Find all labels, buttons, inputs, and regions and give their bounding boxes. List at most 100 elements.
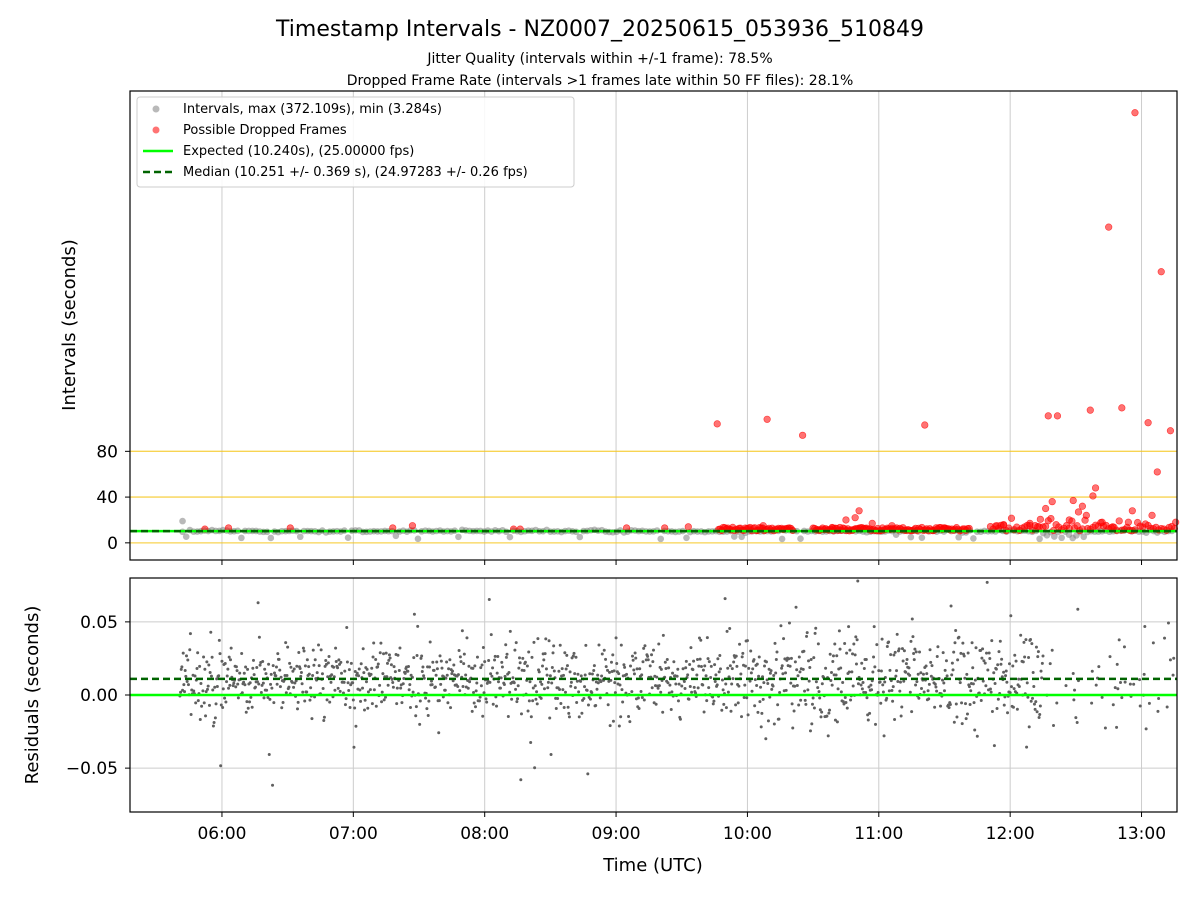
residual-point — [435, 667, 439, 671]
residual-point — [1030, 696, 1034, 700]
residual-point — [664, 667, 668, 671]
residual-point — [195, 666, 199, 670]
residual-point — [1090, 701, 1094, 705]
residual-point — [774, 671, 778, 675]
dropped-frame-point — [1069, 496, 1077, 505]
residual-point — [808, 665, 812, 669]
residual-point — [551, 651, 555, 655]
x-tick-label: 11:00 — [854, 824, 903, 844]
x-axis-label: Time (UTC) — [602, 855, 703, 876]
residual-point — [196, 699, 200, 703]
residual-point — [338, 689, 342, 693]
residual-point — [620, 688, 624, 692]
residual-point — [789, 656, 793, 660]
residual-point — [579, 679, 583, 683]
residual-point — [1029, 638, 1033, 642]
interval-point — [797, 535, 804, 543]
residual-point — [688, 662, 692, 666]
residual-point — [730, 682, 734, 686]
residual-point — [515, 700, 519, 704]
residual-point — [867, 685, 871, 689]
residual-point — [532, 640, 536, 644]
residual-point — [969, 689, 973, 693]
residual-point — [1157, 696, 1161, 700]
residual-point — [935, 689, 939, 693]
residual-point — [1009, 685, 1013, 689]
residual-point — [550, 681, 554, 685]
legend-interval-marker — [152, 105, 160, 113]
residual-point — [376, 662, 380, 666]
residual-point — [307, 672, 311, 676]
residual-point — [1030, 642, 1034, 646]
residual-point — [936, 645, 940, 649]
interval-point — [657, 535, 665, 543]
residual-point — [707, 686, 711, 690]
residual-point — [582, 697, 586, 701]
residual-point — [301, 646, 305, 650]
dropped-frame-point — [1082, 511, 1090, 519]
residual-point — [422, 674, 426, 678]
residual-point — [876, 690, 880, 694]
residual-point — [768, 695, 772, 699]
residual-point — [396, 653, 400, 657]
residual-point — [259, 690, 263, 694]
residual-point — [1039, 669, 1043, 673]
residual-point — [621, 700, 625, 704]
residual-point — [184, 674, 188, 678]
residual-point — [1021, 660, 1025, 664]
residual-point — [592, 664, 596, 668]
residual-point — [506, 715, 510, 719]
residual-point — [962, 654, 966, 658]
residual-point — [408, 683, 412, 687]
residual-point — [1024, 638, 1028, 642]
residual-point — [271, 664, 275, 668]
residual-point — [279, 675, 283, 679]
residual-point — [298, 666, 302, 670]
residual-point — [726, 690, 730, 694]
residual-point — [353, 706, 357, 710]
residual-point — [772, 673, 776, 677]
residual-point — [401, 682, 405, 686]
residual-point — [1119, 680, 1123, 684]
residual-point — [535, 690, 539, 694]
residual-point — [729, 709, 733, 713]
residual-point — [406, 669, 410, 673]
residual-point — [750, 689, 754, 693]
residual-point — [478, 695, 482, 699]
residual-point — [752, 658, 756, 662]
residual-point — [765, 678, 769, 682]
residual-point — [1034, 700, 1038, 704]
residual-point — [602, 648, 606, 652]
legend-interval-label: Intervals, max (372.109s), min (3.284s) — [183, 102, 442, 117]
residual-point — [992, 671, 996, 675]
residual-point — [979, 699, 983, 703]
residual-point — [487, 598, 491, 602]
residual-point — [706, 657, 710, 661]
residual-point — [273, 671, 277, 675]
interval-point — [730, 533, 738, 540]
residual-points — [178, 579, 1176, 787]
residual-point — [836, 687, 840, 691]
residual-point — [856, 682, 860, 686]
residual-point — [579, 674, 583, 678]
residual-point — [875, 643, 879, 647]
residual-point — [667, 666, 671, 670]
residual-point — [1017, 685, 1021, 689]
residual-point — [654, 702, 658, 706]
residual-point — [699, 664, 703, 668]
residual-point — [934, 685, 938, 689]
residual-point — [544, 637, 548, 641]
residual-point — [1000, 675, 1004, 679]
residual-point — [1013, 653, 1017, 657]
dropped-frame-point — [868, 519, 876, 527]
bottom-y-axis-label: Residuals (seconds) — [22, 606, 43, 785]
residual-point — [1029, 699, 1033, 703]
residual-point — [791, 726, 795, 730]
residual-point — [874, 722, 878, 726]
residual-point — [514, 641, 518, 645]
residual-point — [296, 700, 300, 704]
residual-point — [1032, 685, 1036, 689]
residual-point — [905, 658, 909, 662]
residual-point — [204, 714, 208, 718]
residual-point — [530, 655, 534, 659]
